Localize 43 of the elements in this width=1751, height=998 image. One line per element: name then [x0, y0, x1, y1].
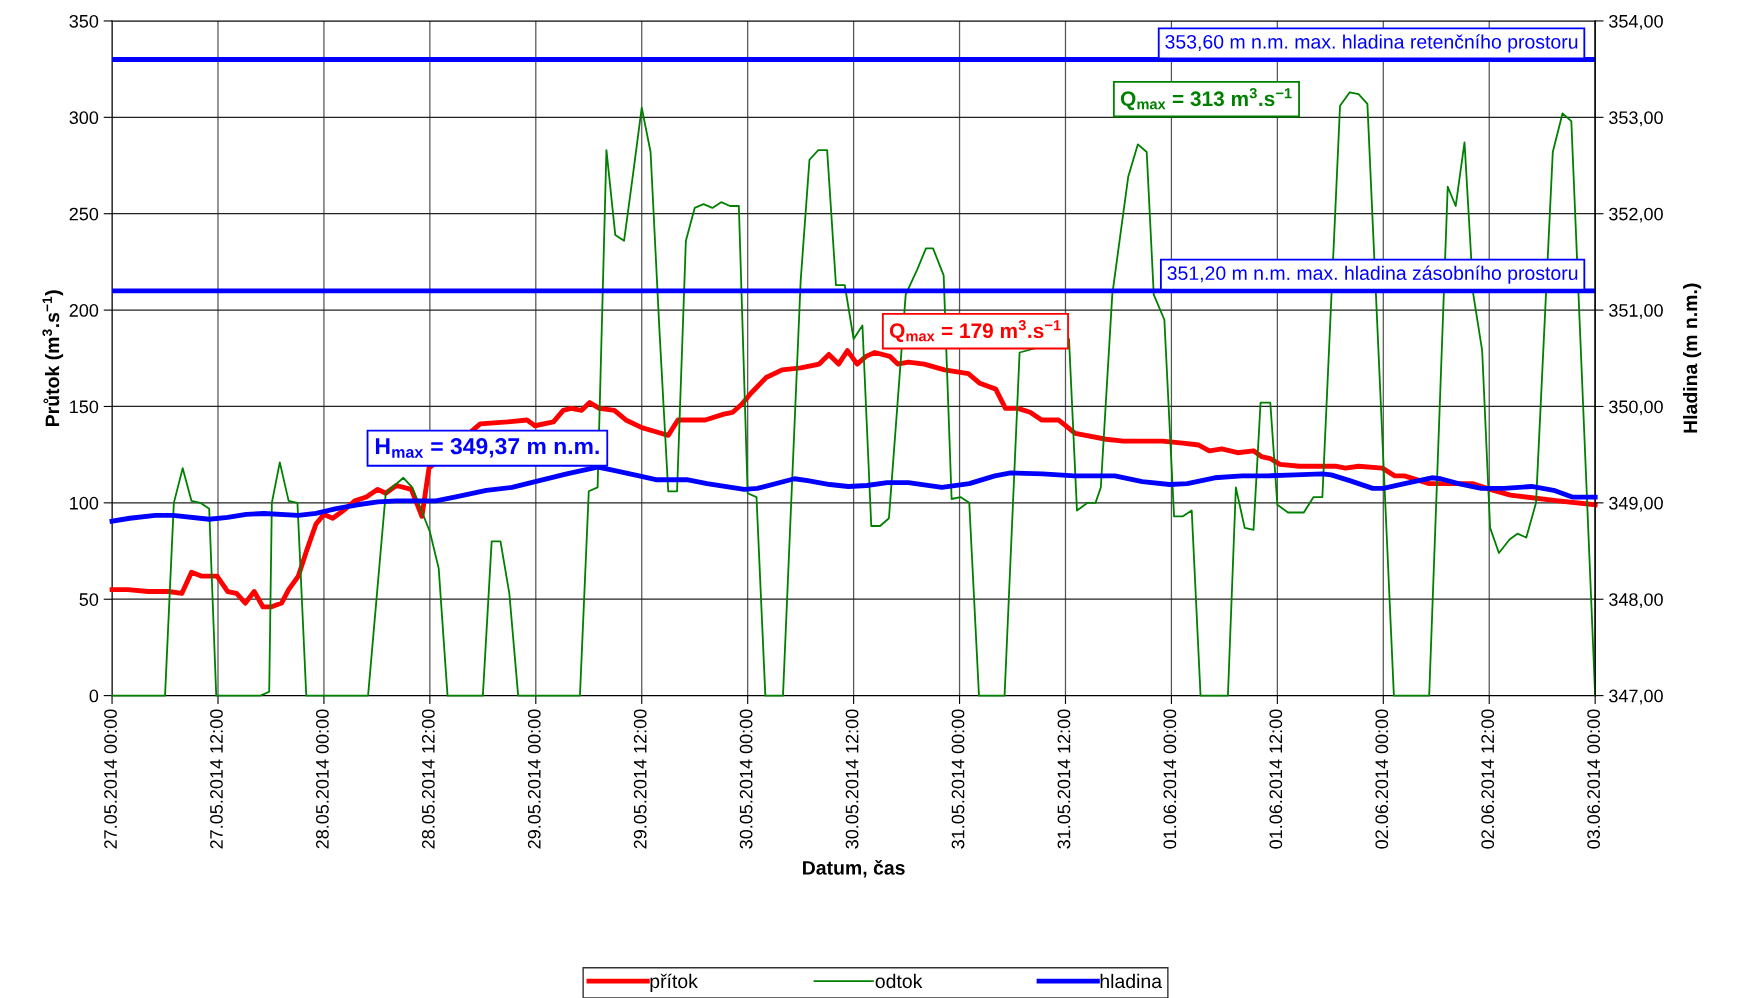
ref-line-label: 353,60 m n.m. max. hladina retenčního prostoru: [1165, 34, 1578, 53]
x-tick-label: 27.05.2014 00:00: [104, 709, 117, 849]
x-tick-label: 30.05.2014 00:00: [739, 709, 753, 849]
y-tick-label: 150: [70, 400, 99, 414]
y2-tick-label: 347,00: [1609, 689, 1663, 705]
legend-label: odtok: [875, 973, 923, 989]
legend-label: přítok: [650, 973, 698, 992]
y-tick-label: 200: [69, 304, 99, 317]
line-series: [109, 348, 1598, 610]
ref-line-label: 351,20 m n.m. max. hladina zásobního prostoru: [1167, 265, 1578, 284]
y2-tick-label: 352,00: [1609, 207, 1663, 223]
annotation: H$_{max}$ = 349,37 m n.m.: [375, 438, 599, 458]
x-tick-label: 31.05.2014 00:00: [951, 709, 965, 849]
x-tick-label: 02.06.2014 12:00: [1481, 709, 1495, 849]
y2-tick-label: 349,00: [1609, 496, 1663, 512]
x-tick-label: 28.05.2014 12:00: [421, 709, 435, 849]
x-tick-label: 30.05.2014 12:00: [845, 709, 859, 849]
x-tick-label: 29.05.2014 00:00: [527, 709, 541, 849]
annotation: Q$_{max}$ = 179 m$^{3}$.s$^{−1}$: [889, 320, 1061, 342]
x-tick-label: 28.05.2014 00:00: [316, 709, 329, 849]
x-tick-label: 31.05.2014 12:00: [1057, 709, 1071, 849]
y-tick-label: 50: [79, 593, 99, 606]
y2-axis-title: Hladina (m n.m.): [1683, 283, 1702, 433]
y-tick-label: 0: [89, 689, 99, 703]
y2-tick-label: 353,00: [1609, 111, 1663, 127]
x-tick-label: 03.06.2014 00:00: [1587, 709, 1601, 849]
x-tick-label: 01.06.2014 00:00: [1163, 709, 1177, 849]
x-tick-label: 01.06.2014 12:00: [1269, 709, 1283, 849]
y2-tick-label: 354,00: [1609, 14, 1663, 30]
y2-tick-label: 351,00: [1609, 304, 1663, 319]
y2-tick-label: 350,00: [1609, 400, 1663, 416]
y2-tick-label: 348,00: [1609, 593, 1663, 609]
x-tick-label: 29.05.2014 12:00: [633, 709, 647, 849]
legend-label: hladina: [1100, 973, 1163, 989]
y-tick-label: 300: [69, 111, 99, 125]
annotation: Q$_{max}$ = 313 m$^{3}$.s$^{−1}$: [1120, 88, 1292, 111]
y-tick-label: 100: [70, 496, 99, 510]
x-axis-title: Datum, čas: [803, 860, 905, 878]
y-tick-label: 350: [69, 14, 99, 28]
y-tick-label: 250: [69, 207, 99, 221]
x-tick-label: 02.06.2014 00:00: [1375, 709, 1389, 849]
x-tick-label: 27.05.2014 12:00: [210, 709, 223, 849]
y-axis-title: Průtok (m$^{3}$.s$^{−1}$): [42, 290, 64, 427]
